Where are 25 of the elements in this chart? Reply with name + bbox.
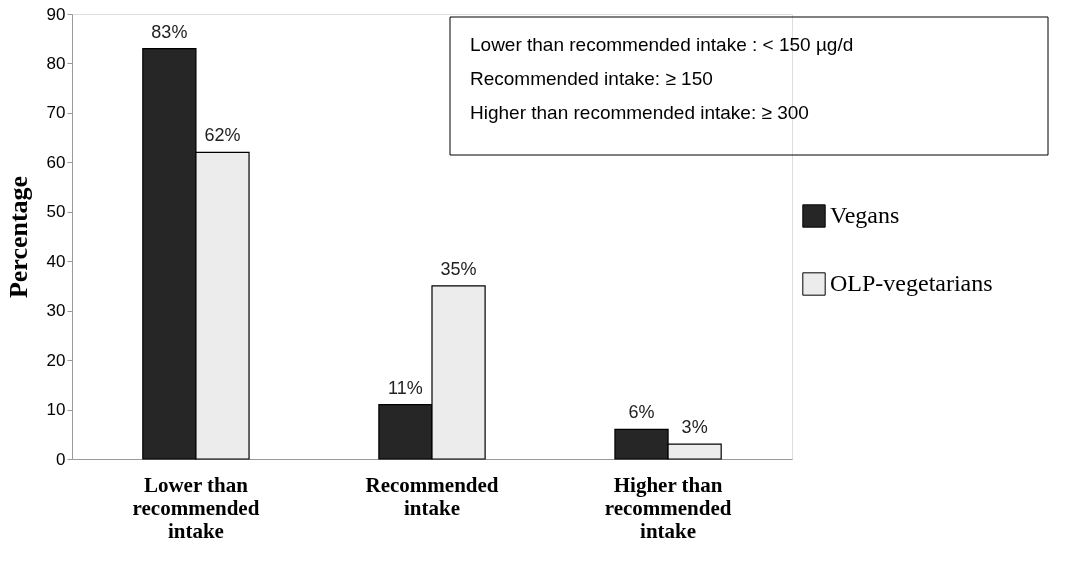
x-tick-label: Recommended intake — [365, 472, 499, 520]
annotation: Recommended intake: ≥ 150 — [470, 68, 713, 89]
y-tick-label: 40 — [46, 251, 66, 271]
data-label: 62% — [204, 125, 241, 146]
y-tick-label: 50 — [46, 202, 66, 222]
legend-label: OLP-vegetarians — [830, 270, 993, 296]
y-tick-label: 80 — [46, 53, 66, 73]
y-tick-label: 0 — [56, 449, 66, 469]
annotation: Lower than recommended intake : < 150 µg/d — [470, 34, 854, 55]
x-tick-label: Higher than recommended intake — [604, 472, 732, 543]
x-tick-label: Lower than recommended intake — [132, 472, 260, 543]
y-tick-label: 70 — [46, 103, 66, 123]
y-tick-label: 10 — [46, 400, 66, 420]
y-tick-label: 90 — [46, 4, 66, 24]
data-label: 6% — [628, 402, 655, 423]
legend-label: Vegans — [830, 202, 900, 228]
annotation: Higher than recommended intake: ≥ 300 — [470, 102, 809, 123]
y-tick-label: 30 — [46, 301, 66, 321]
data-label: 35% — [440, 258, 477, 279]
y-axis-title: Percentage — [3, 175, 33, 299]
data-label: 3% — [681, 417, 708, 438]
y-tick-label: 20 — [46, 350, 66, 370]
data-label: 11% — [388, 377, 423, 398]
data-label: 83% — [151, 21, 188, 42]
y-tick-label: 60 — [46, 152, 66, 172]
